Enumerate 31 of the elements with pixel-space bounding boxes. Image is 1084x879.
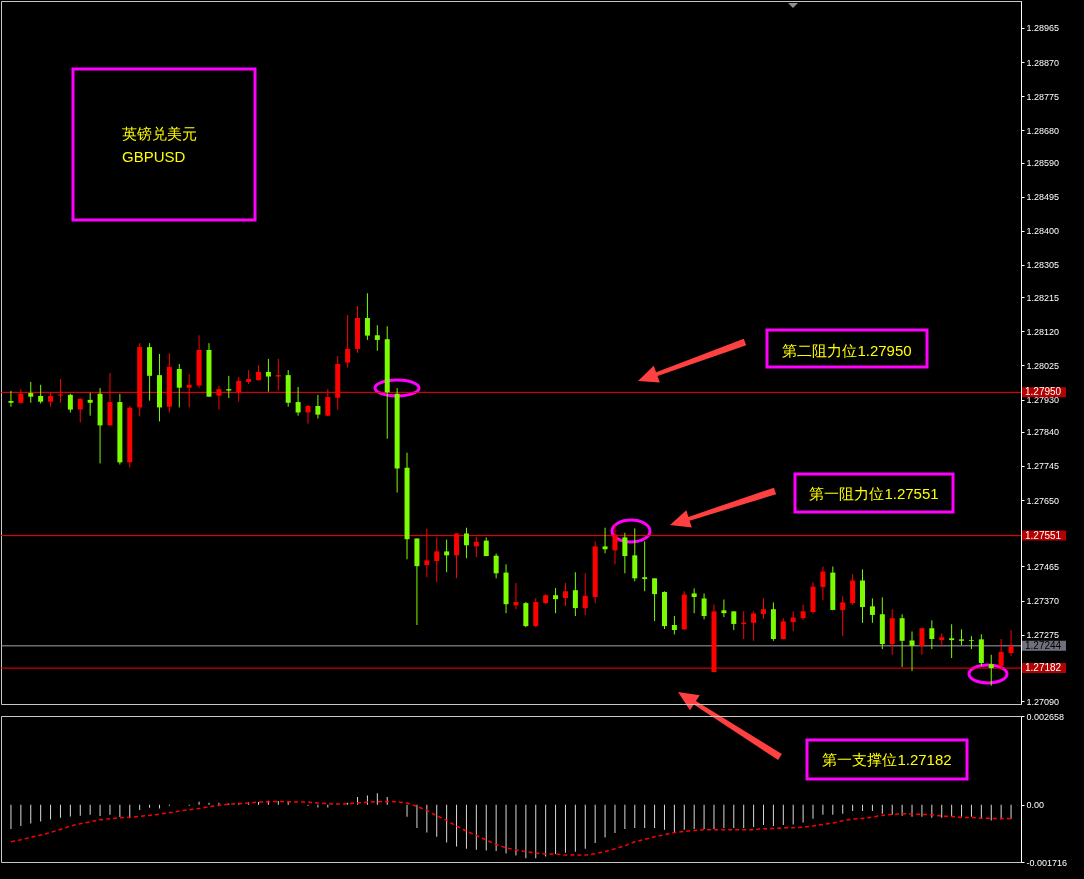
y-tick-label: 1.28215: [1026, 292, 1060, 303]
y-tick-label: 1.27370: [1026, 596, 1060, 607]
y-tick-label: 1.27275: [1026, 630, 1060, 641]
y-tick-label: 1.27465: [1026, 561, 1060, 572]
y-tick-label: 1.27930: [1026, 395, 1060, 406]
y-tick-label: 1.28025: [1026, 360, 1060, 371]
ref-line-label: 1.27950: [1025, 386, 1062, 398]
y-tick-label: 0.00: [1026, 800, 1045, 811]
y-tick-label: 1.28400: [1026, 226, 1060, 237]
ref-line-label: 1.27244: [1025, 639, 1062, 651]
y-tick-label: 0.002658: [1026, 711, 1065, 722]
y-tick-label: 1.28965: [1026, 23, 1060, 34]
annotation: 第一阻力位1.27551: [809, 485, 939, 502]
annotation: 英镑兑美元: [122, 125, 197, 142]
annotation: 第一支撑位1.27182: [822, 751, 952, 768]
ref-line-label: 1.27182: [1025, 662, 1062, 674]
annotation: GBPUSD: [122, 148, 186, 165]
y-tick-label: 1.28305: [1026, 260, 1060, 271]
y-tick-label: 1.28680: [1026, 125, 1060, 136]
y-tick-label: 1.27840: [1026, 427, 1060, 438]
y-tick-label: 1.28120: [1026, 326, 1060, 337]
y-tick-label: 1.28775: [1026, 91, 1060, 102]
y-tick-label: 1.27745: [1026, 461, 1060, 472]
y-tick-label: -0.001716: [1026, 857, 1068, 868]
y-tick-label: 1.28590: [1026, 158, 1060, 169]
y-tick-label: 1.28870: [1026, 57, 1060, 68]
y-tick-label: 1.27650: [1026, 495, 1060, 506]
annotation: 第二阻力位1.27950: [782, 342, 912, 359]
ref-line-label: 1.27551: [1025, 529, 1062, 541]
y-tick-label: 1.27090: [1026, 696, 1060, 707]
y-tick-label: 1.28495: [1026, 192, 1060, 203]
